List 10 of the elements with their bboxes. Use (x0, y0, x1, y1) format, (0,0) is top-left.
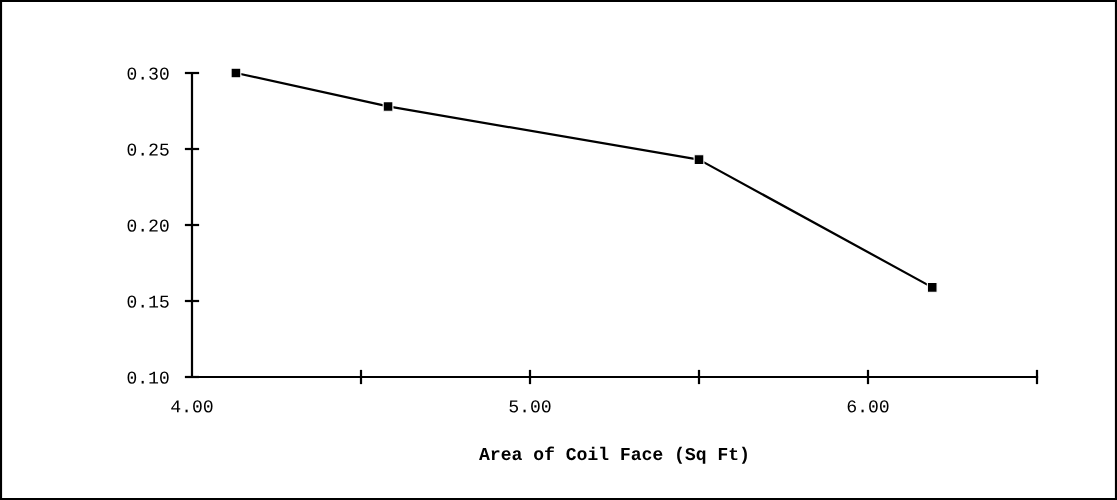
y-tick-label: 0.10 (127, 371, 169, 384)
y-tick-label: 0.25 (127, 143, 169, 156)
x-tick-label: 5.00 (509, 400, 551, 413)
x-axis-title: Area of Coil Face (Sq Ft) (479, 446, 747, 464)
y-tick-label: 0.30 (127, 67, 169, 80)
x-tick-label: 6.00 (847, 400, 889, 413)
x-tick-label: 4.00 (171, 400, 213, 413)
y-tick-label: 0.15 (127, 295, 169, 308)
point (382, 101, 394, 112)
y-tick-label: 0.20 (127, 219, 169, 232)
